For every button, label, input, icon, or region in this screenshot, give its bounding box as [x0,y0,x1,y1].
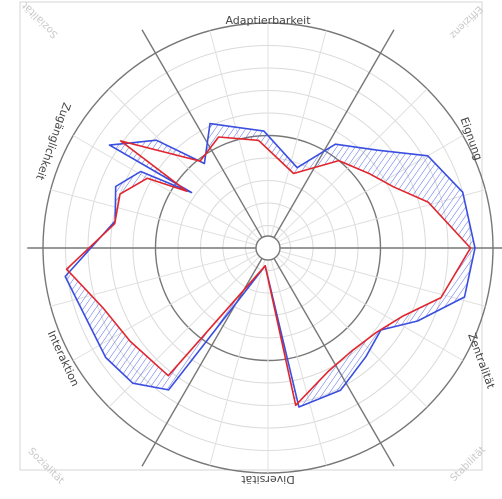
axis-line [273,257,395,467]
radial-gridline [209,258,266,466]
radial-gridline [275,255,428,408]
axis-line [141,29,263,239]
radial-gridline [277,253,464,361]
axis-line [273,29,395,239]
axis-label-diversitaet: Diversität [241,473,295,486]
radial-gridline [270,258,327,466]
radial-gridline [270,30,327,238]
radial-gridline [50,189,258,246]
radial-gridline [108,88,261,241]
series-line-red [65,136,472,407]
radial-gridline [72,135,259,243]
chart-frame [19,1,483,471]
series-lines [64,122,476,408]
center-hub [255,235,281,261]
axis-label-adaptierbarkeit: Adaptierbarkeit [225,14,311,27]
radial-gridline [277,135,464,243]
